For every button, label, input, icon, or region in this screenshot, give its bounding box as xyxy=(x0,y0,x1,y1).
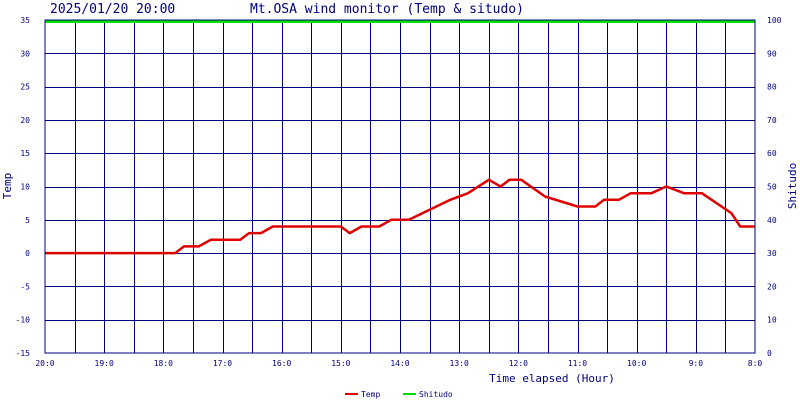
legend-label-temp: Temp xyxy=(361,390,380,399)
chart-timestamp: 2025/01/20 20:00 xyxy=(50,2,175,17)
y-axis-right-label: Shitudo xyxy=(786,163,799,209)
x-tick-label: 20:0 xyxy=(35,359,54,368)
y-right-tick-label: 60 xyxy=(767,149,777,158)
y-left-tick-label: -5 xyxy=(20,282,30,291)
y-right-tick-label: 30 xyxy=(767,249,777,258)
y-right-tick-label: 80 xyxy=(767,83,777,92)
y-left-tick-label: 25 xyxy=(20,83,30,92)
y-right-tick-label: 10 xyxy=(767,316,777,325)
y-left-tick-label: 10 xyxy=(20,183,30,192)
x-tick-label: 11:0 xyxy=(568,359,587,368)
y-right-tick-label: 50 xyxy=(767,183,777,192)
y-left-tick-label: 5 xyxy=(25,216,30,225)
y-right-tick-label: 70 xyxy=(767,116,777,125)
x-tick-label: 10:0 xyxy=(627,359,646,368)
y-right-tick-label: 100 xyxy=(767,16,782,25)
x-tick-label: 16:0 xyxy=(272,359,291,368)
plot-frame xyxy=(44,19,756,354)
x-tick-label: 18:0 xyxy=(154,359,173,368)
chart-title: Mt.OSA wind monitor (Temp & situdo) xyxy=(250,2,524,17)
y-right-tick-label: 20 xyxy=(767,282,777,291)
y-right-tick-label: 0 xyxy=(767,349,772,358)
y-left-tick-label: 20 xyxy=(20,116,30,125)
x-tick-label: 12:0 xyxy=(509,359,528,368)
grid-layer xyxy=(45,20,755,353)
x-tick-label: 15:0 xyxy=(331,359,350,368)
y-left-tick-label: -10 xyxy=(16,316,31,325)
series-layer xyxy=(45,20,755,255)
y-left-tick-label: 15 xyxy=(20,149,30,158)
tick-label-layer: -15 -10 -5 0 5 10 15 20 25 30 35 0 10 20 30 40 50 60 70 80 9… xyxy=(16,16,782,368)
x-tick-label: 19:0 xyxy=(95,359,114,368)
series-line-temp xyxy=(45,178,755,255)
legend-label-shitudo: Shitudo xyxy=(419,390,453,399)
y-axis-left-label: Temp xyxy=(1,173,14,200)
y-right-tick-label: 40 xyxy=(767,216,777,225)
x-tick-label: 8:0 xyxy=(748,359,763,368)
y-right-tick-label: 90 xyxy=(767,49,777,58)
x-tick-label: 17:0 xyxy=(213,359,232,368)
y-left-tick-label: 0 xyxy=(25,249,30,258)
y-left-tick-label: 35 xyxy=(20,16,30,25)
x-axis-label: Time elapsed (Hour) xyxy=(489,372,615,385)
x-tick-label: 14:0 xyxy=(390,359,409,368)
y-left-tick-label: -15 xyxy=(16,349,31,358)
x-tick-label: 9:0 xyxy=(689,359,704,368)
y-left-tick-label: 30 xyxy=(20,49,30,58)
x-tick-label: 13:0 xyxy=(450,359,469,368)
legend: Temp Shitudo xyxy=(345,390,453,399)
